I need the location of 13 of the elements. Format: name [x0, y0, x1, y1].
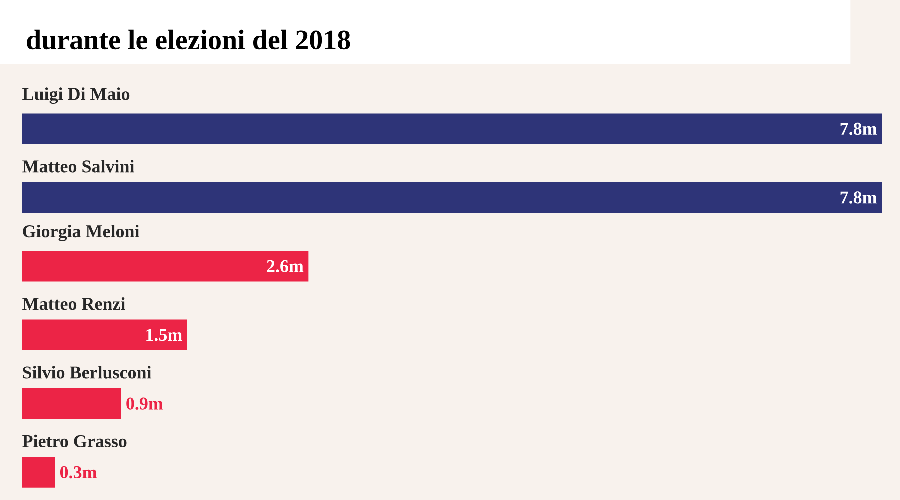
data-label: 7.8m: [840, 192, 877, 204]
data-label: 0.3m: [60, 466, 97, 479]
y-tick-label: Giorgia Meloni: [23, 224, 140, 242]
y-tick-label: Matteo Salvini: [22, 160, 135, 173]
y-tick-label: Matteo Renzi: [22, 297, 126, 310]
data-label: 2.6m: [267, 260, 304, 273]
data-label: 7.8m: [840, 122, 877, 136]
data-label: 0.9m: [126, 398, 164, 410]
y-tick-label: Pietro Grasso: [22, 434, 127, 448]
chart-title: durante le elezioni del 2018: [27, 30, 350, 50]
y-tick-label: Luigi Di Maio: [22, 88, 130, 104]
data-label: 1.5m: [146, 329, 182, 342]
y-tick-label: Silvio Berlusconi: [23, 366, 152, 379]
